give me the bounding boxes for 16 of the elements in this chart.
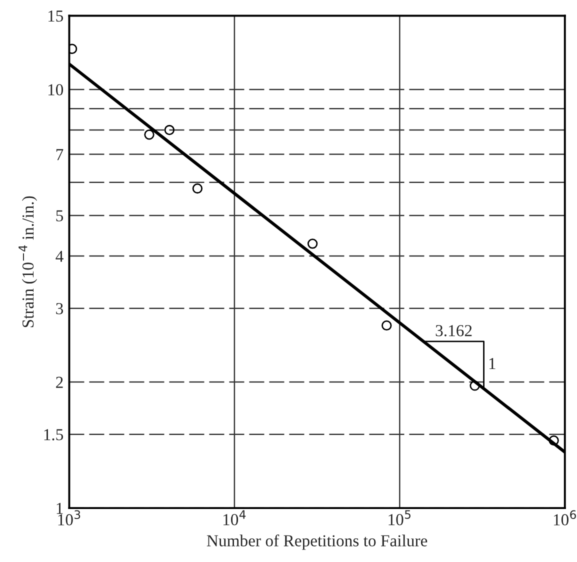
x-tick-label: 10$^{6}$ [554,510,576,526]
y-tick-label: 3 [56,303,64,314]
y-tick-label: 10 [48,84,64,96]
annotation: 3.162 [436,325,472,336]
y-tick-label: 4 [56,250,64,262]
y-tick-label: 7 [56,149,64,160]
y-tick-label: 5 [56,210,64,222]
x-tick-label: 10$^{5}$ [388,510,410,526]
annotation: 1 [489,358,496,369]
y-tick-label: 1.5 [44,429,64,440]
x-axis-title: Number of Repetitions to Failure [206,534,428,550]
y-tick-label: 1 [56,502,63,514]
y-tick-label: 2 [56,376,63,388]
y-tick-label: 15 [48,10,64,22]
y-axis-title: Strain (10$^{−4}$ in./in.) [18,196,38,328]
x-tick-label: 10$^{4}$ [224,510,246,526]
